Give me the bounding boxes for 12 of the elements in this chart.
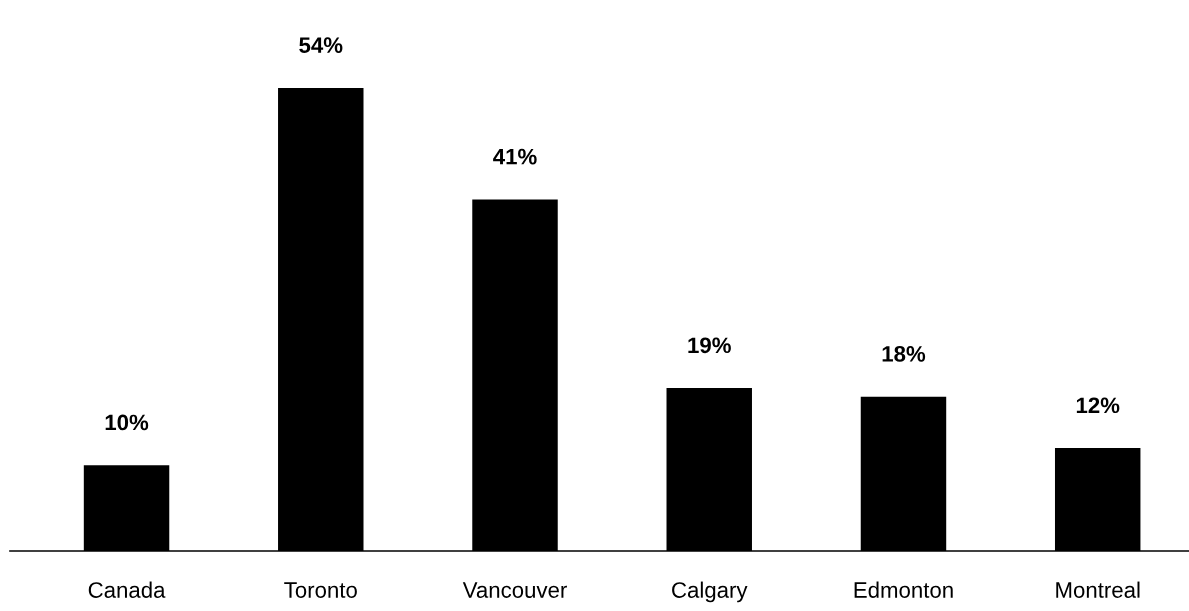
x-tick-label: Edmonton — [854, 581, 953, 598]
data-label: 18% — [882, 345, 926, 362]
x-tick-label: Calgary — [672, 581, 748, 603]
data-label: 10% — [105, 414, 149, 431]
x-tick-label: Vancouver — [462, 582, 567, 598]
data-label: 54% — [299, 37, 343, 54]
data-label: 12% — [1076, 397, 1120, 414]
x-tick-label: Montreal — [1056, 581, 1140, 598]
x-tick-label: Toronto — [284, 582, 357, 598]
data-label: 19% — [688, 337, 731, 354]
data-label: 41% — [493, 148, 537, 165]
x-tick-label: Canada — [88, 581, 166, 598]
